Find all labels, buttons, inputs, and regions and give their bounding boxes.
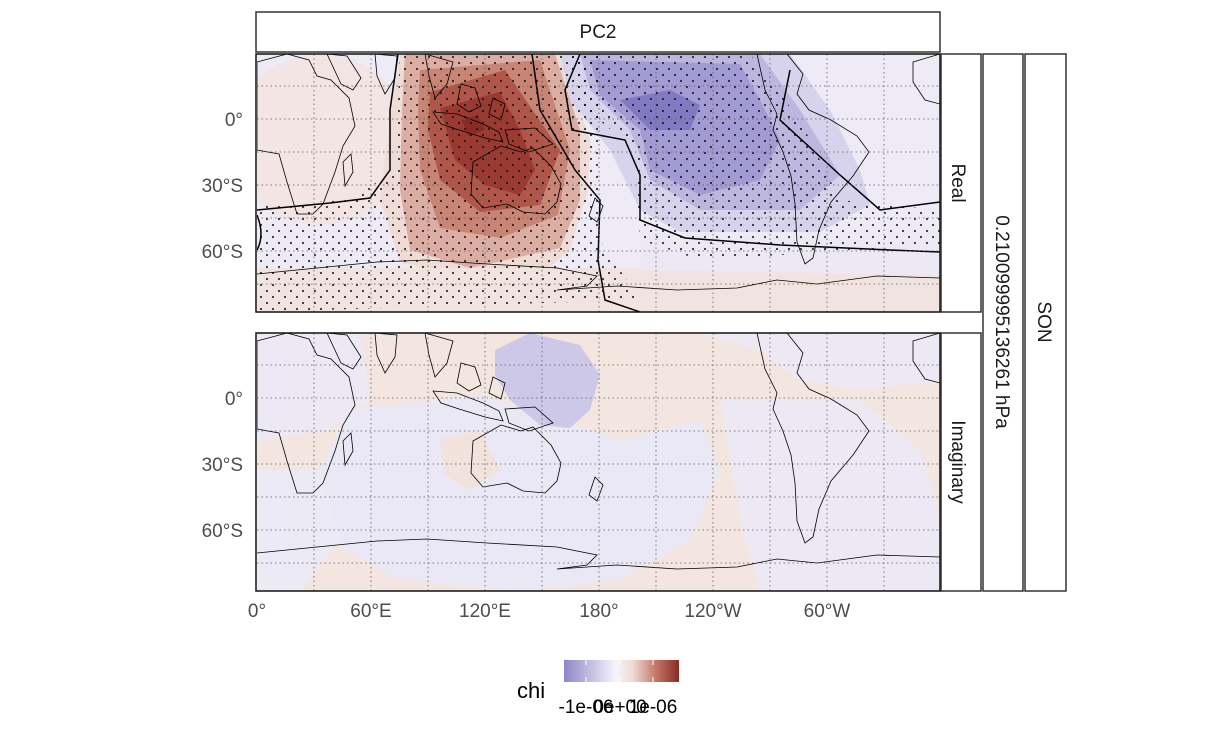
color-legend: chi -1e-06 0e+00 1e-06 bbox=[517, 660, 679, 718]
facet-level-label: 0.210099995136261 hPa bbox=[991, 215, 1012, 429]
contour-line bbox=[257, 54, 399, 211]
facet-season-label: SON bbox=[1033, 301, 1054, 342]
facet-row-label-imaginary: Imaginary bbox=[947, 420, 968, 504]
y-tick-label: 30°S bbox=[202, 455, 243, 476]
x-tick-label: 180° bbox=[579, 601, 618, 622]
legend-title: chi bbox=[517, 678, 545, 703]
y-tick-label: 0° bbox=[225, 110, 243, 131]
facet-strip-top: PC2 bbox=[255, 11, 941, 53]
facet-top-label: PC2 bbox=[580, 22, 617, 43]
x-tick-label: 60°W bbox=[804, 601, 851, 622]
y-tick-label: 60°S bbox=[202, 521, 243, 542]
significance-stipple-real-east bbox=[570, 54, 940, 260]
graticule-real bbox=[257, 54, 940, 312]
y-tick-label: 60°S bbox=[202, 242, 243, 263]
graticule-imaginary bbox=[257, 333, 940, 591]
facet-strip-real: Real bbox=[940, 53, 982, 313]
y-tick-label: 30°S bbox=[202, 176, 243, 197]
legend-tick-label: 1e-06 bbox=[629, 697, 678, 718]
legend-tick-label: -1e-06 bbox=[559, 697, 614, 718]
legend-colorbar bbox=[564, 660, 679, 682]
contour-line bbox=[564, 54, 940, 253]
x-axis: 0° 60°E 120°E 180° 120°W 60°W bbox=[248, 601, 850, 622]
facet-strip-season: SON bbox=[1024, 53, 1067, 592]
chi-field-imaginary bbox=[257, 333, 940, 591]
facet-row-label-real: Real bbox=[947, 163, 968, 202]
y-axis-imaginary: 0° 30°S 60°S bbox=[202, 389, 243, 542]
panel-real bbox=[255, 53, 941, 313]
facet-strip-imaginary: Imaginary bbox=[940, 332, 982, 592]
x-tick-label: 120°E bbox=[459, 601, 511, 622]
panel-imaginary bbox=[255, 332, 941, 592]
y-axis-real: 0° 30°S 60°S bbox=[202, 110, 243, 263]
x-tick-label: 120°W bbox=[684, 601, 741, 622]
x-tick-label: 0° bbox=[248, 601, 266, 622]
contour-line bbox=[779, 69, 940, 211]
y-tick-label: 0° bbox=[225, 389, 243, 410]
facet-strip-level: 0.210099995136261 hPa bbox=[982, 53, 1024, 592]
x-tick-label: 60°E bbox=[350, 601, 391, 622]
contour-line bbox=[531, 54, 641, 312]
legend-tick-label: 0e+00 bbox=[593, 697, 646, 718]
